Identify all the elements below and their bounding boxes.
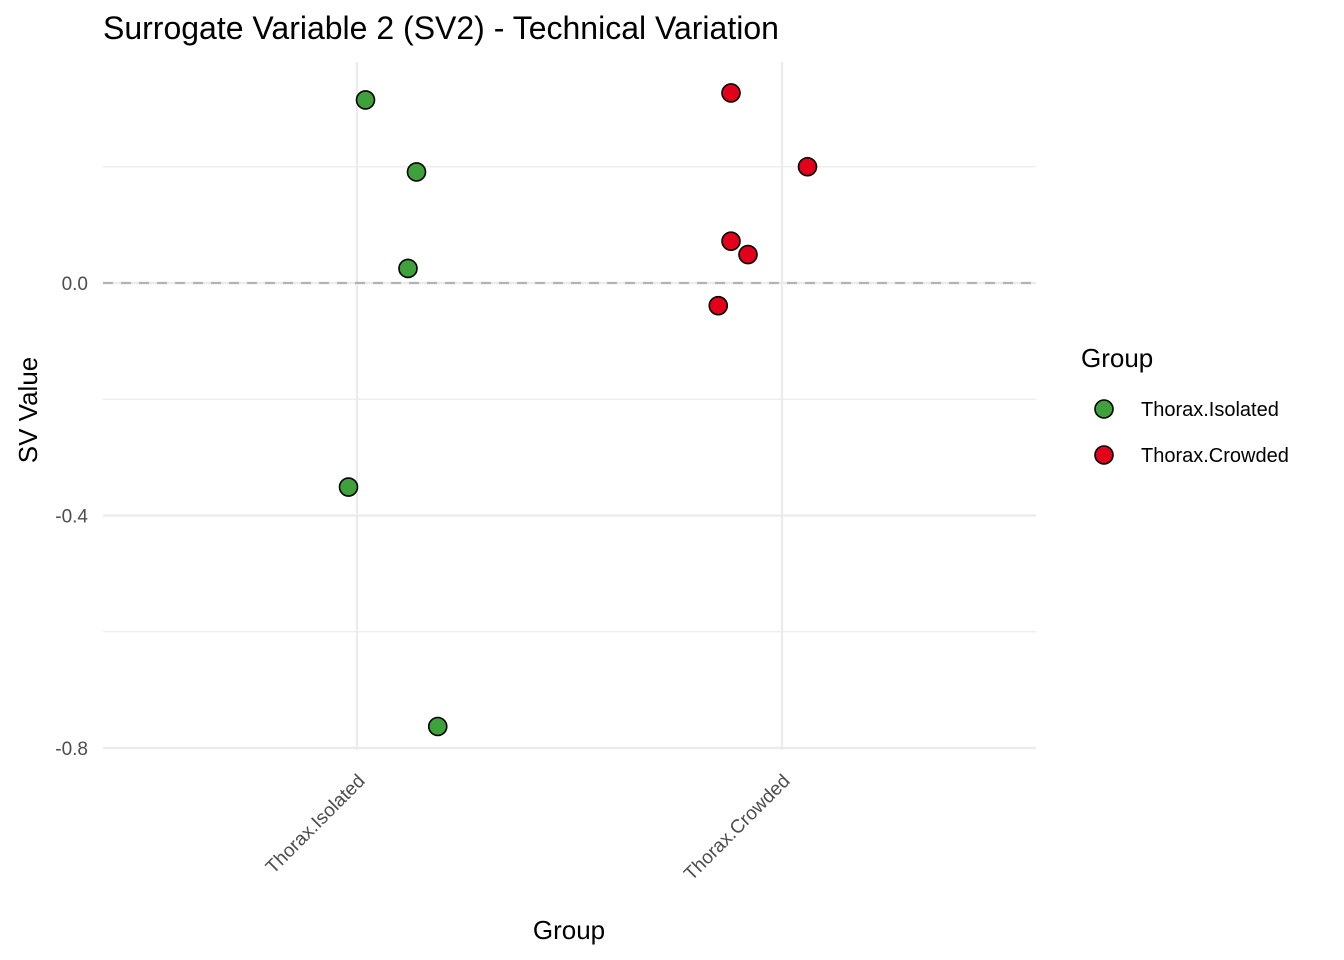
x-axis-ticks: Thorax.Isolated Thorax.Crowded: [262, 771, 794, 885]
data-point: [738, 244, 758, 265]
data-point: [721, 83, 741, 103]
data-point: [427, 716, 448, 737]
legend-key: [1094, 399, 1114, 419]
y-tick-label: 0.0: [62, 274, 88, 295]
grid: [103, 62, 1036, 750]
data-point: [338, 477, 359, 497]
x-axis-title: Group: [533, 915, 605, 945]
y-axis-ticks: 0.0 -0.4 -0.8: [55, 274, 88, 760]
chart-title: Surrogate Variable 2 (SV2) - Technical V…: [103, 10, 779, 46]
data-point: [721, 231, 741, 251]
data-point: [406, 162, 427, 182]
data-point: [355, 90, 376, 110]
x-tick-label: Thorax.Crowded: [680, 771, 794, 885]
y-axis-title: SV Value: [13, 357, 43, 463]
legend-label: Thorax.Crowded: [1141, 445, 1289, 467]
legend-key: [1094, 445, 1114, 465]
y-tick-label: -0.4: [55, 507, 88, 528]
legend-title: Group: [1081, 343, 1153, 373]
legend-label: Thorax.Isolated: [1141, 399, 1279, 421]
legend: Group Thorax.Isolated Thorax.Crowded: [1081, 343, 1289, 467]
y-tick-label: -0.8: [55, 739, 88, 760]
data-point: [398, 258, 418, 279]
data-point: [797, 156, 818, 177]
data-point: [708, 295, 729, 316]
x-tick-label: Thorax.Isolated: [262, 771, 369, 878]
data-points: [338, 83, 818, 737]
